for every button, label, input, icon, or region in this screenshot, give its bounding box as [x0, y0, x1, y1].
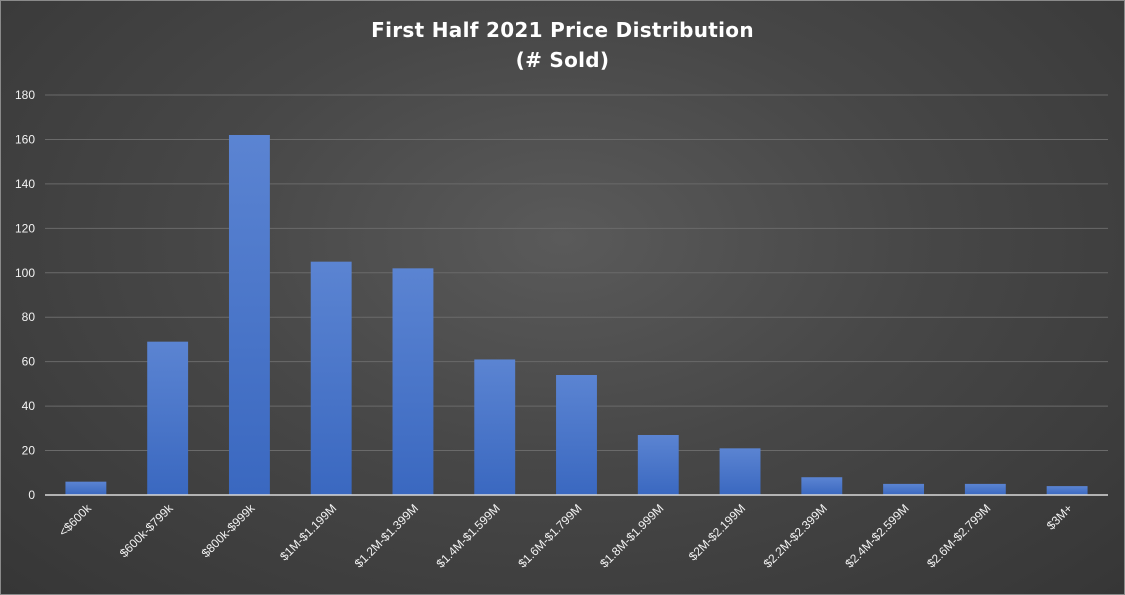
bar: [637, 435, 679, 495]
gridlines: [45, 94, 1108, 452]
y-tick-label: 60: [22, 355, 36, 369]
y-tick-label: 100: [15, 266, 35, 280]
bar: [801, 477, 843, 495]
y-tick-label: 20: [22, 444, 36, 458]
y-tick-label: 120: [15, 221, 35, 235]
x-tick-label: $3M+: [1044, 501, 1075, 532]
bar: [1046, 486, 1088, 495]
axes: 0 20 40 60 80 100 120 140 160 180 <$600k $600k-$799…: [15, 88, 1108, 571]
x-tick-label: <$600k: [56, 501, 95, 540]
y-tick-label: 0: [28, 488, 35, 502]
x-tick-label: $1.6M-$1.799M: [515, 501, 584, 570]
bar: [883, 483, 925, 495]
y-tick-label: 40: [22, 399, 36, 413]
chart-title-line-1: First Half 2021 Price Distribution: [371, 18, 754, 42]
bars: [65, 135, 1088, 495]
chart-title-line-2: (# Sold): [515, 48, 610, 72]
x-tick-label: $600k-$799k: [117, 501, 177, 561]
bar: [474, 359, 516, 495]
bar: [147, 341, 189, 495]
x-tick-label: $1.8M-$1.999M: [597, 501, 666, 570]
x-tick-label: $2.6M-$2.799M: [924, 501, 993, 570]
x-tick-label: $1.2M-$1.399M: [352, 501, 421, 570]
x-tick-label: $1M-$1.199M: [277, 501, 339, 563]
x-tick-label: $1.4M-$1.599M: [434, 501, 503, 570]
y-tick-label: 140: [15, 177, 35, 191]
y-tick-label: 80: [22, 310, 36, 324]
bar: [719, 448, 761, 495]
x-tick-label: $2M-$2.199M: [686, 501, 748, 563]
bar: [964, 483, 1006, 495]
bar: [65, 481, 107, 495]
x-tick-label: $2.2M-$2.399M: [761, 501, 830, 570]
y-tick-label: 160: [15, 132, 35, 146]
bar: [392, 268, 434, 495]
x-tick-label: $800k-$999k: [199, 501, 259, 561]
y-tick-label: 180: [15, 88, 35, 102]
bar: [310, 261, 352, 495]
x-tick-label: $2.4M-$2.599M: [842, 501, 911, 570]
chart-title: First Half 2021 Price Distribution (# So…: [1, 15, 1124, 75]
bar: [228, 135, 270, 495]
bar: [556, 375, 597, 495]
